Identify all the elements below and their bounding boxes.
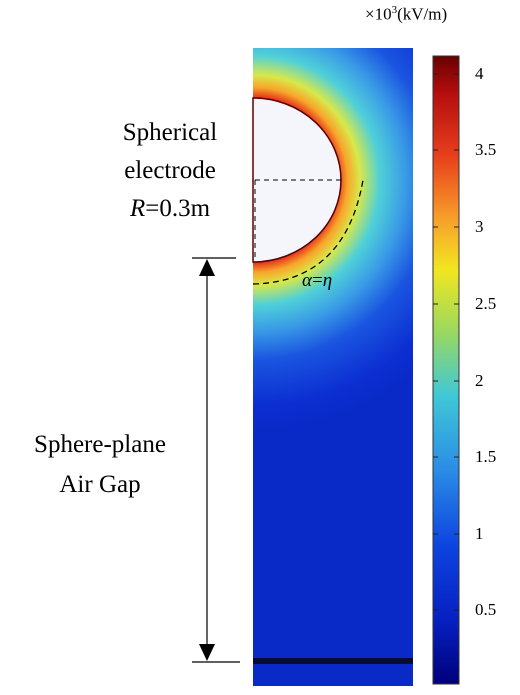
gap-arrow-head-bottom (199, 644, 215, 661)
radius-label: R=0.3m (129, 195, 211, 222)
colorbar-tick-label: 4 (475, 64, 484, 83)
alpha-arc (252, 179, 364, 285)
angle-label: α=η (302, 270, 333, 291)
electrode-label: Spherical electrode R=0.3m (92, 114, 248, 228)
colorbar-tick-label: 3 (475, 217, 484, 236)
colorbar-tick-label: 2.5 (475, 294, 497, 313)
colorbar-tick-label: 3.5 (475, 140, 497, 159)
colorbar-unit: ×103(kV/m) (365, 4, 448, 24)
ground-plane (253, 658, 413, 664)
electrode-label-line-2: electrode (124, 157, 216, 184)
colorbar-tick-label: 1 (475, 524, 484, 543)
colorbar-ticks (433, 73, 459, 611)
colorbar-tick-label: 0.5 (475, 600, 497, 619)
colorbar (432, 55, 460, 685)
spherical-electrode (252, 97, 342, 263)
gap-arrow-head-top (199, 259, 215, 276)
colorbar-tick-label: 2 (475, 371, 484, 390)
gap-label-line-1: Sphere-plane (34, 431, 166, 458)
colorbar-tick-label: 1.5 (475, 447, 497, 466)
gap-label: Sphere-plane Air Gap (0, 425, 200, 505)
gap-label-line-2: Air Gap (59, 471, 141, 498)
electrode-label-line-1: Spherical (122, 119, 218, 146)
